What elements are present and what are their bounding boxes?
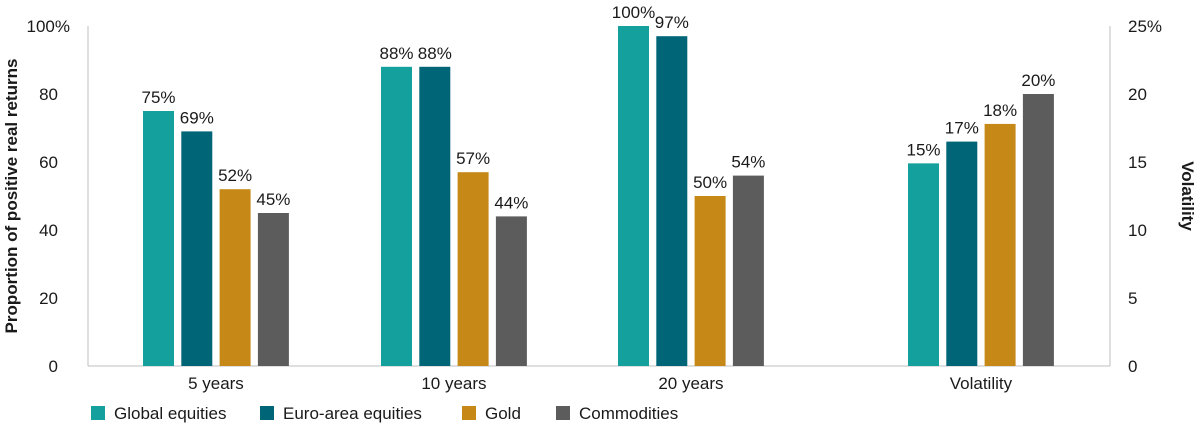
legend-swatch	[91, 406, 105, 420]
bars	[143, 26, 1054, 367]
bar-value-label: 20%	[1021, 71, 1055, 90]
bar	[732, 175, 764, 366]
bar-value-label: 18%	[983, 101, 1017, 120]
left-tick-label: 60	[39, 153, 58, 172]
bar-value-label: 97%	[655, 13, 689, 32]
legend-label: Commodities	[579, 404, 678, 423]
bar-value-label: 15%	[906, 140, 940, 159]
bar	[656, 36, 688, 366]
bar-value-label: 100%	[612, 3, 655, 22]
legend-swatch	[556, 406, 570, 420]
right-tick-label: 15	[1128, 153, 1147, 172]
category-label: 10 years	[421, 374, 486, 393]
legend: Global equities Euro-area equities Gold Com…	[91, 404, 678, 423]
legend-swatch	[260, 406, 274, 420]
right-tick-label: 10	[1128, 221, 1147, 240]
bar	[618, 26, 649, 366]
bar	[381, 66, 412, 367]
left-tick-label: 40	[39, 221, 58, 240]
left-tick-label: 80	[39, 85, 58, 104]
bar	[694, 196, 726, 366]
bar	[984, 123, 1016, 366]
right-tick-label: 25%	[1128, 17, 1162, 36]
bar-value-label: 75%	[141, 88, 175, 107]
right-axis-title: Volatility	[1178, 161, 1197, 231]
right-tick-label: 5	[1128, 289, 1137, 308]
right-tick-label: 20	[1128, 85, 1147, 104]
bar	[181, 131, 213, 366]
bar-value-label: 45%	[256, 190, 290, 209]
axes: 0 20 40 60 80 100% 0 5 10 15 20 25% Proportion of po…	[2, 17, 1197, 393]
bar	[495, 216, 527, 366]
bar-value-label: 88%	[418, 44, 452, 63]
bar-value-label: 57%	[456, 149, 490, 168]
bar	[143, 111, 174, 366]
right-tick-label: 0	[1128, 357, 1137, 376]
bar-value-label: 54%	[731, 153, 765, 172]
left-tick-label: 0	[49, 357, 58, 376]
category-label: 20 years	[658, 374, 723, 393]
legend-label: Euro-area equities	[283, 404, 422, 423]
bar-value-label: 69%	[180, 108, 214, 127]
left-tick-label: 100%	[27, 17, 70, 36]
category-label: 5 years	[188, 374, 244, 393]
bar	[1022, 94, 1054, 366]
bar-value-label: 88%	[379, 44, 413, 63]
legend-swatch	[462, 406, 476, 420]
bar	[419, 66, 451, 367]
bar-value-label: 50%	[693, 173, 727, 192]
legend-label: Global equities	[114, 404, 226, 423]
left-tick-label: 20	[39, 289, 58, 308]
bar	[219, 189, 251, 366]
bar-value-label: 52%	[218, 166, 252, 185]
bar	[946, 141, 978, 366]
bar	[457, 172, 489, 366]
data-labels: 75% 69% 52%45% 88% 88% 57% 44% 100%97% 50%54% 15%…	[141, 3, 1055, 212]
legend-label: Gold	[485, 404, 521, 423]
bar	[908, 163, 939, 366]
bar-value-label: 17%	[945, 119, 979, 138]
bar-value-label: 44%	[494, 193, 528, 212]
bar	[257, 213, 289, 366]
category-label: Volatility	[950, 374, 1013, 393]
left-axis-title: Proportion of positive real returns	[2, 59, 21, 334]
